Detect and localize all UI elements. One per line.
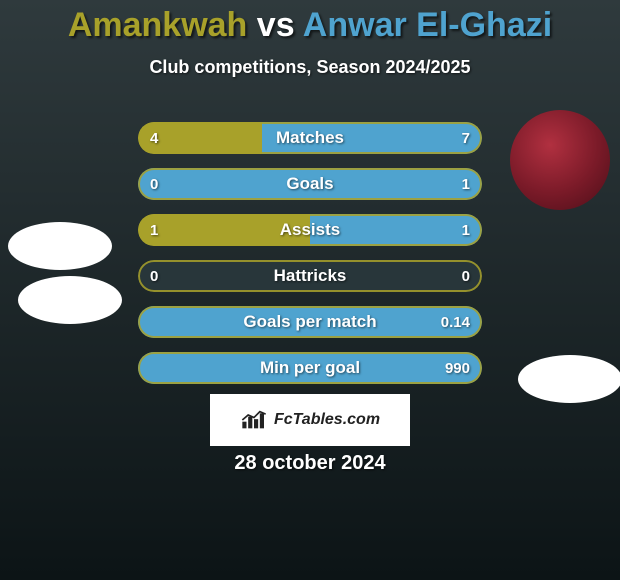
stat-label: Goals per match xyxy=(138,306,482,338)
stat-value-left: 1 xyxy=(150,214,158,246)
stats-bars: Matches47Goals01Assists11Hattricks00Goal… xyxy=(138,122,482,398)
stat-value-right: 7 xyxy=(462,122,470,154)
stat-row: Goals0 1 xyxy=(138,168,482,200)
player2-flag-1 xyxy=(518,355,620,403)
title-player1: Amankwah xyxy=(68,6,248,44)
stat-row: Matches4 7 xyxy=(138,122,482,154)
stat-value-right: 1 xyxy=(462,168,470,200)
comparison-card: Amankwah vs Anwar El-Ghazi Club competit… xyxy=(0,0,620,580)
stat-value-right: 0.14 xyxy=(441,306,470,338)
stat-value-left: 4 xyxy=(150,122,158,154)
stat-label: Matches xyxy=(138,122,482,154)
date-line: 28 october 2024 xyxy=(0,452,620,475)
source-badge: FcTables.com xyxy=(210,394,410,446)
stat-label: Min per goal xyxy=(138,352,482,384)
stat-value-right: 990 xyxy=(445,352,470,384)
player1-flag-1 xyxy=(8,222,112,270)
title-vs: vs xyxy=(257,6,295,44)
stat-label: Goals xyxy=(138,168,482,200)
player2-avatar-fill xyxy=(510,110,610,210)
title-player2: Anwar El-Ghazi xyxy=(303,6,552,44)
stat-value-left: 0 xyxy=(150,260,158,292)
chart-icon xyxy=(240,410,268,430)
stat-value-right: 0 xyxy=(462,260,470,292)
stat-label: Assists xyxy=(138,214,482,246)
subtitle: Club competitions, Season 2024/2025 xyxy=(0,57,620,78)
stat-value-right: 1 xyxy=(462,214,470,246)
stat-row: Goals per match0.14 xyxy=(138,306,482,338)
source-badge-text: FcTables.com xyxy=(274,411,380,429)
stat-label: Hattricks xyxy=(138,260,482,292)
player1-flag-2 xyxy=(18,276,122,324)
stat-row: Min per goal990 xyxy=(138,352,482,384)
player2-avatar xyxy=(510,110,610,210)
stat-value-left: 0 xyxy=(150,168,158,200)
stat-row: Hattricks0 0 xyxy=(138,260,482,292)
stat-row: Assists1 1 xyxy=(138,214,482,246)
page-title: Amankwah vs Anwar El-Ghazi xyxy=(0,0,620,45)
